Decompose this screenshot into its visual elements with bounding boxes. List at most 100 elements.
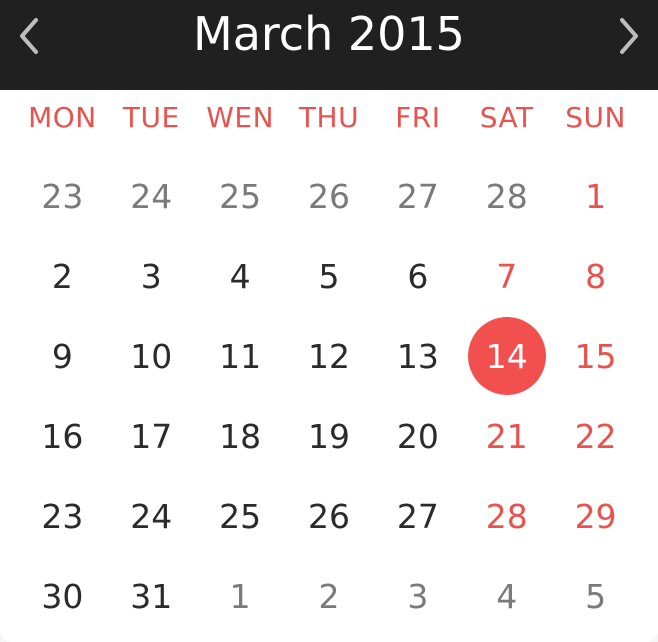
day-number: 9 xyxy=(51,336,73,376)
day-cell[interactable]: 28 xyxy=(462,476,551,556)
day-cell[interactable]: 2 xyxy=(18,236,107,316)
day-number: 24 xyxy=(130,176,173,216)
day-cell[interactable]: 24 xyxy=(107,156,196,236)
day-number: 24 xyxy=(130,496,173,536)
weekday-header-row: MON TUE WEN THU FRI SAT SUN xyxy=(18,98,640,138)
day-cell[interactable]: 2 xyxy=(285,556,374,636)
day-cell[interactable]: 23 xyxy=(18,476,107,556)
day-number: 17 xyxy=(130,416,173,456)
day-cell[interactable]: 30 xyxy=(18,556,107,636)
weekday-label: WEN xyxy=(206,101,275,134)
day-grid: 23 24 25 26 27 28 1 2 3 4 5 6 7 8 9 10 11 12 13 14 15 16 17 18 1… xyxy=(18,156,640,636)
day-cell[interactable]: 4 xyxy=(462,556,551,636)
day-number: 28 xyxy=(485,176,528,216)
day-number: 11 xyxy=(219,336,262,376)
day-number: 28 xyxy=(485,496,528,536)
day-number: 3 xyxy=(407,576,429,616)
day-cell[interactable]: 21 xyxy=(462,396,551,476)
chevron-right-icon xyxy=(620,18,638,54)
day-cell-selected[interactable]: 14 xyxy=(462,316,551,396)
day-cell[interactable]: 26 xyxy=(285,156,374,236)
month-year-title: March 2015 xyxy=(193,7,465,61)
day-cell[interactable]: 7 xyxy=(462,236,551,316)
day-cell[interactable]: 31 xyxy=(107,556,196,636)
day-cell[interactable]: 24 xyxy=(107,476,196,556)
day-cell[interactable]: 19 xyxy=(285,396,374,476)
day-number: 25 xyxy=(219,176,262,216)
day-number: 2 xyxy=(51,256,73,296)
day-cell[interactable]: 12 xyxy=(285,316,374,396)
day-number: 26 xyxy=(307,176,350,216)
day-cell[interactable]: 16 xyxy=(18,396,107,476)
day-number: 22 xyxy=(574,416,617,456)
day-cell[interactable]: 1 xyxy=(551,156,640,236)
day-cell[interactable]: 18 xyxy=(196,396,285,476)
day-number: 27 xyxy=(396,496,439,536)
day-number: 29 xyxy=(574,496,617,536)
day-cell[interactable]: 27 xyxy=(373,156,462,236)
prev-month-button[interactable] xyxy=(8,14,52,58)
day-cell[interactable]: 25 xyxy=(196,156,285,236)
weekday-label: TUE xyxy=(122,101,180,134)
day-cell[interactable]: 17 xyxy=(107,396,196,476)
day-number: 19 xyxy=(307,416,350,456)
day-cell[interactable]: 13 xyxy=(373,316,462,396)
day-cell[interactable]: 4 xyxy=(196,236,285,316)
day-number: 10 xyxy=(130,336,173,376)
day-cell[interactable]: 28 xyxy=(462,156,551,236)
calendar-header: March 2015 xyxy=(0,0,658,92)
day-number: 26 xyxy=(307,496,350,536)
day-number: 6 xyxy=(407,256,429,296)
day-number: 1 xyxy=(585,176,607,216)
next-month-button[interactable] xyxy=(606,14,650,58)
day-cell[interactable]: 26 xyxy=(285,476,374,556)
weekday-label: THU xyxy=(298,101,360,134)
day-number: 31 xyxy=(130,576,173,616)
day-number: 13 xyxy=(396,336,439,376)
weekday-label: SAT xyxy=(479,101,534,134)
weekday-label: FRI xyxy=(395,101,441,134)
day-cell[interactable]: 9 xyxy=(18,316,107,396)
day-number: 23 xyxy=(41,496,84,536)
day-number: 5 xyxy=(585,576,607,616)
chevron-left-icon xyxy=(20,18,38,54)
day-number: 18 xyxy=(219,416,262,456)
day-number: 4 xyxy=(496,576,518,616)
day-number: 14 xyxy=(467,317,546,395)
day-number: 25 xyxy=(219,496,262,536)
weekday-label: MON xyxy=(28,101,97,134)
day-number: 23 xyxy=(41,176,84,216)
day-number: 1 xyxy=(229,576,251,616)
day-cell[interactable]: 20 xyxy=(373,396,462,476)
day-cell[interactable]: 5 xyxy=(285,236,374,316)
day-number: 8 xyxy=(585,256,607,296)
day-cell[interactable]: 10 xyxy=(107,316,196,396)
day-cell[interactable]: 25 xyxy=(196,476,285,556)
day-number: 12 xyxy=(307,336,350,376)
day-cell[interactable]: 5 xyxy=(551,556,640,636)
day-cell[interactable]: 29 xyxy=(551,476,640,556)
day-number: 3 xyxy=(140,256,162,296)
day-cell[interactable]: 6 xyxy=(373,236,462,316)
day-number: 5 xyxy=(318,256,340,296)
day-cell[interactable]: 15 xyxy=(551,316,640,396)
day-cell[interactable]: 3 xyxy=(107,236,196,316)
day-cell[interactable]: 11 xyxy=(196,316,285,396)
day-number: 15 xyxy=(574,336,617,376)
day-cell[interactable]: 22 xyxy=(551,396,640,476)
day-cell[interactable]: 3 xyxy=(373,556,462,636)
weekday-label: SUN xyxy=(565,101,626,134)
day-cell[interactable]: 23 xyxy=(18,156,107,236)
day-cell[interactable]: 8 xyxy=(551,236,640,316)
day-number: 20 xyxy=(396,416,439,456)
day-cell[interactable]: 27 xyxy=(373,476,462,556)
day-cell[interactable]: 1 xyxy=(196,556,285,636)
day-number: 21 xyxy=(485,416,528,456)
day-number: 2 xyxy=(318,576,340,616)
day-number: 30 xyxy=(41,576,84,616)
day-number: 4 xyxy=(229,256,251,296)
day-number: 27 xyxy=(396,176,439,216)
day-number: 7 xyxy=(496,256,518,296)
day-number: 16 xyxy=(41,416,84,456)
